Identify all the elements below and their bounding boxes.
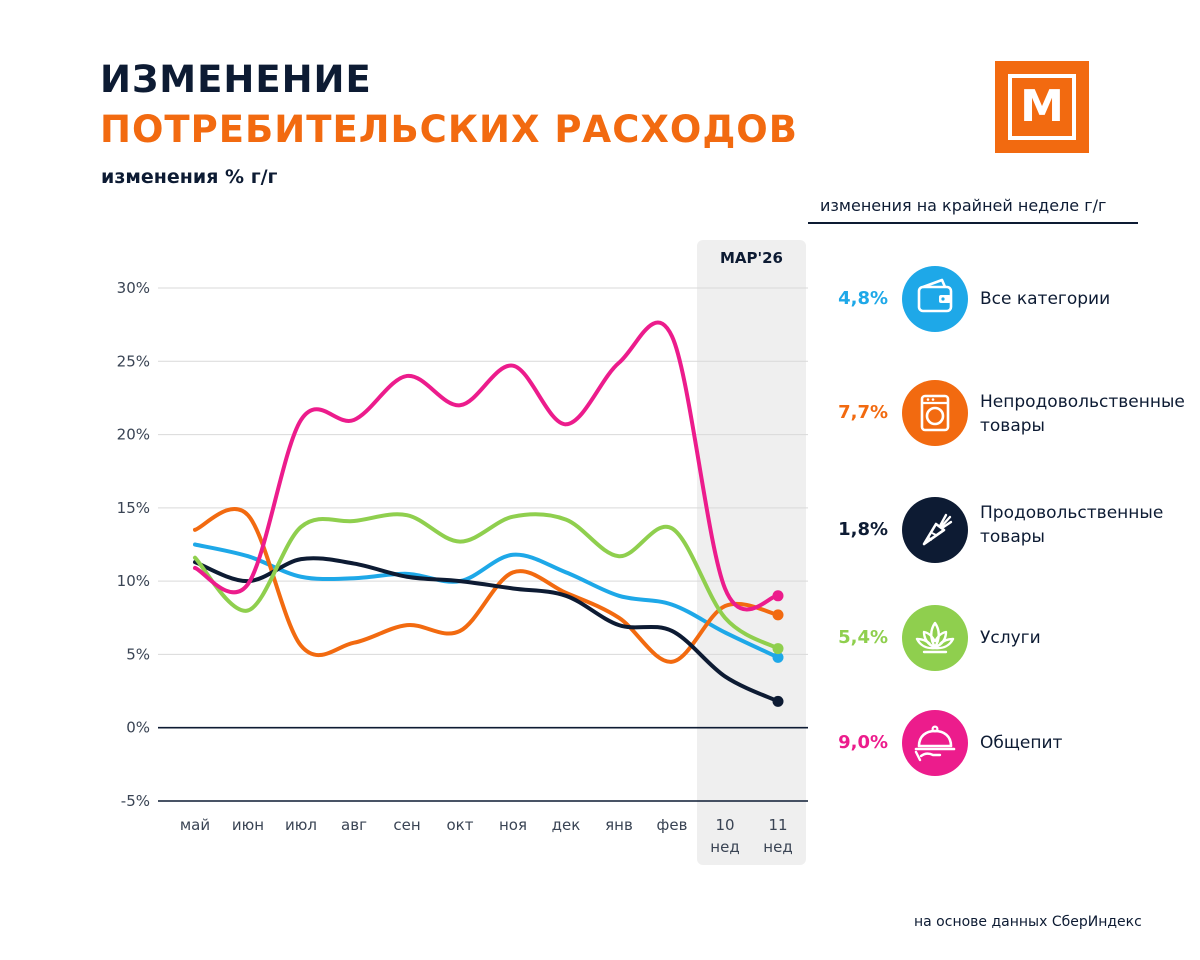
- brand-logo: M: [995, 61, 1089, 153]
- x-tick-label: май: [180, 816, 210, 834]
- legend-label: Общепит: [980, 733, 1063, 753]
- series-end-point-2: [772, 695, 784, 707]
- data-source-note: на основе данных СберИндекс: [914, 914, 1142, 930]
- washing-machine-icon: [902, 380, 968, 446]
- page-title-line2: ПОТРЕБИТЕЛЬСКИХ РАСХОДОВ: [100, 108, 798, 151]
- lotus-icon: [902, 605, 968, 671]
- y-tick-label: 20%: [117, 426, 150, 444]
- legend-label: Все категории: [980, 289, 1111, 309]
- legend-item-non-food: 7,7% Непродовольственные товары: [808, 380, 1200, 452]
- logo-letter: M: [1020, 81, 1064, 132]
- legend-value: 5,4%: [838, 627, 888, 648]
- legend-value: 7,7%: [838, 402, 888, 423]
- line-chart: МАР'26 30% 25% 20% 15% 10% 5% 0% -5% май июн июл авг…: [117, 240, 808, 865]
- legend-value: 4,8%: [838, 288, 888, 309]
- series-end-point-1: [772, 609, 784, 621]
- legend-divider: [808, 222, 1138, 224]
- series-end-point-4: [772, 590, 784, 602]
- y-tick-label: 0%: [126, 719, 150, 737]
- x-tick-label: сен: [393, 816, 420, 834]
- x-tick-label: 11 нед: [763, 816, 792, 856]
- series-line-0: [193, 542, 780, 660]
- wallet-icon: [902, 266, 968, 332]
- chart-subtitle: изменения % г/г: [101, 166, 278, 188]
- x-tick-label: дек: [552, 816, 581, 834]
- legend-value: 9,0%: [838, 732, 888, 753]
- series-end-point-3: [772, 643, 784, 655]
- legend-value: 1,8%: [838, 519, 888, 540]
- x-tick-label: ноя: [499, 816, 527, 834]
- x-tick-label: фев: [657, 816, 688, 834]
- y-tick-label: 5%: [126, 645, 150, 663]
- x-tick-label: июн: [232, 816, 264, 834]
- legend-item-services: 5,4% Услуги: [808, 605, 1200, 677]
- logo-frame: M: [1008, 74, 1076, 140]
- x-tick-label: авг: [341, 816, 367, 834]
- legend-label: Услуги: [980, 628, 1041, 648]
- legend-item-food: 1,8% Продовольственные товары: [808, 497, 1200, 569]
- legend-item-all-categories: 4,8% Все категории: [808, 266, 1200, 338]
- legend-label: Продовольственные товары: [980, 503, 1164, 547]
- series-line-4: [193, 320, 780, 612]
- highlight-band: [697, 240, 806, 865]
- y-tick-label: 30%: [117, 279, 150, 297]
- x-tick-label: окт: [447, 816, 474, 834]
- series-line-1: [193, 506, 780, 664]
- y-tick-label: 15%: [117, 499, 150, 517]
- y-tick-label: -5%: [121, 792, 150, 810]
- series-end-point-0: [772, 651, 784, 663]
- y-tick-label: 25%: [117, 352, 150, 370]
- legend-heading: изменения на крайней неделе г/г: [820, 196, 1107, 215]
- x-tick-label: 10 нед: [710, 816, 739, 856]
- series-line-2: [193, 556, 780, 704]
- x-tick-label: янв: [605, 816, 633, 834]
- legend-item-catering: 9,0% Общепит: [808, 710, 1200, 782]
- legend-label: Непродовольственные товары: [980, 392, 1185, 436]
- y-tick-label: 10%: [117, 572, 150, 590]
- page-title-line1: ИЗМЕНЕНИЕ: [100, 58, 372, 101]
- x-tick-label: июл: [285, 816, 317, 834]
- carrot-icon: [902, 497, 968, 563]
- series-line-3: [193, 512, 780, 651]
- cloche-icon: [902, 710, 968, 776]
- highlight-band-label: МАР'26: [720, 249, 783, 267]
